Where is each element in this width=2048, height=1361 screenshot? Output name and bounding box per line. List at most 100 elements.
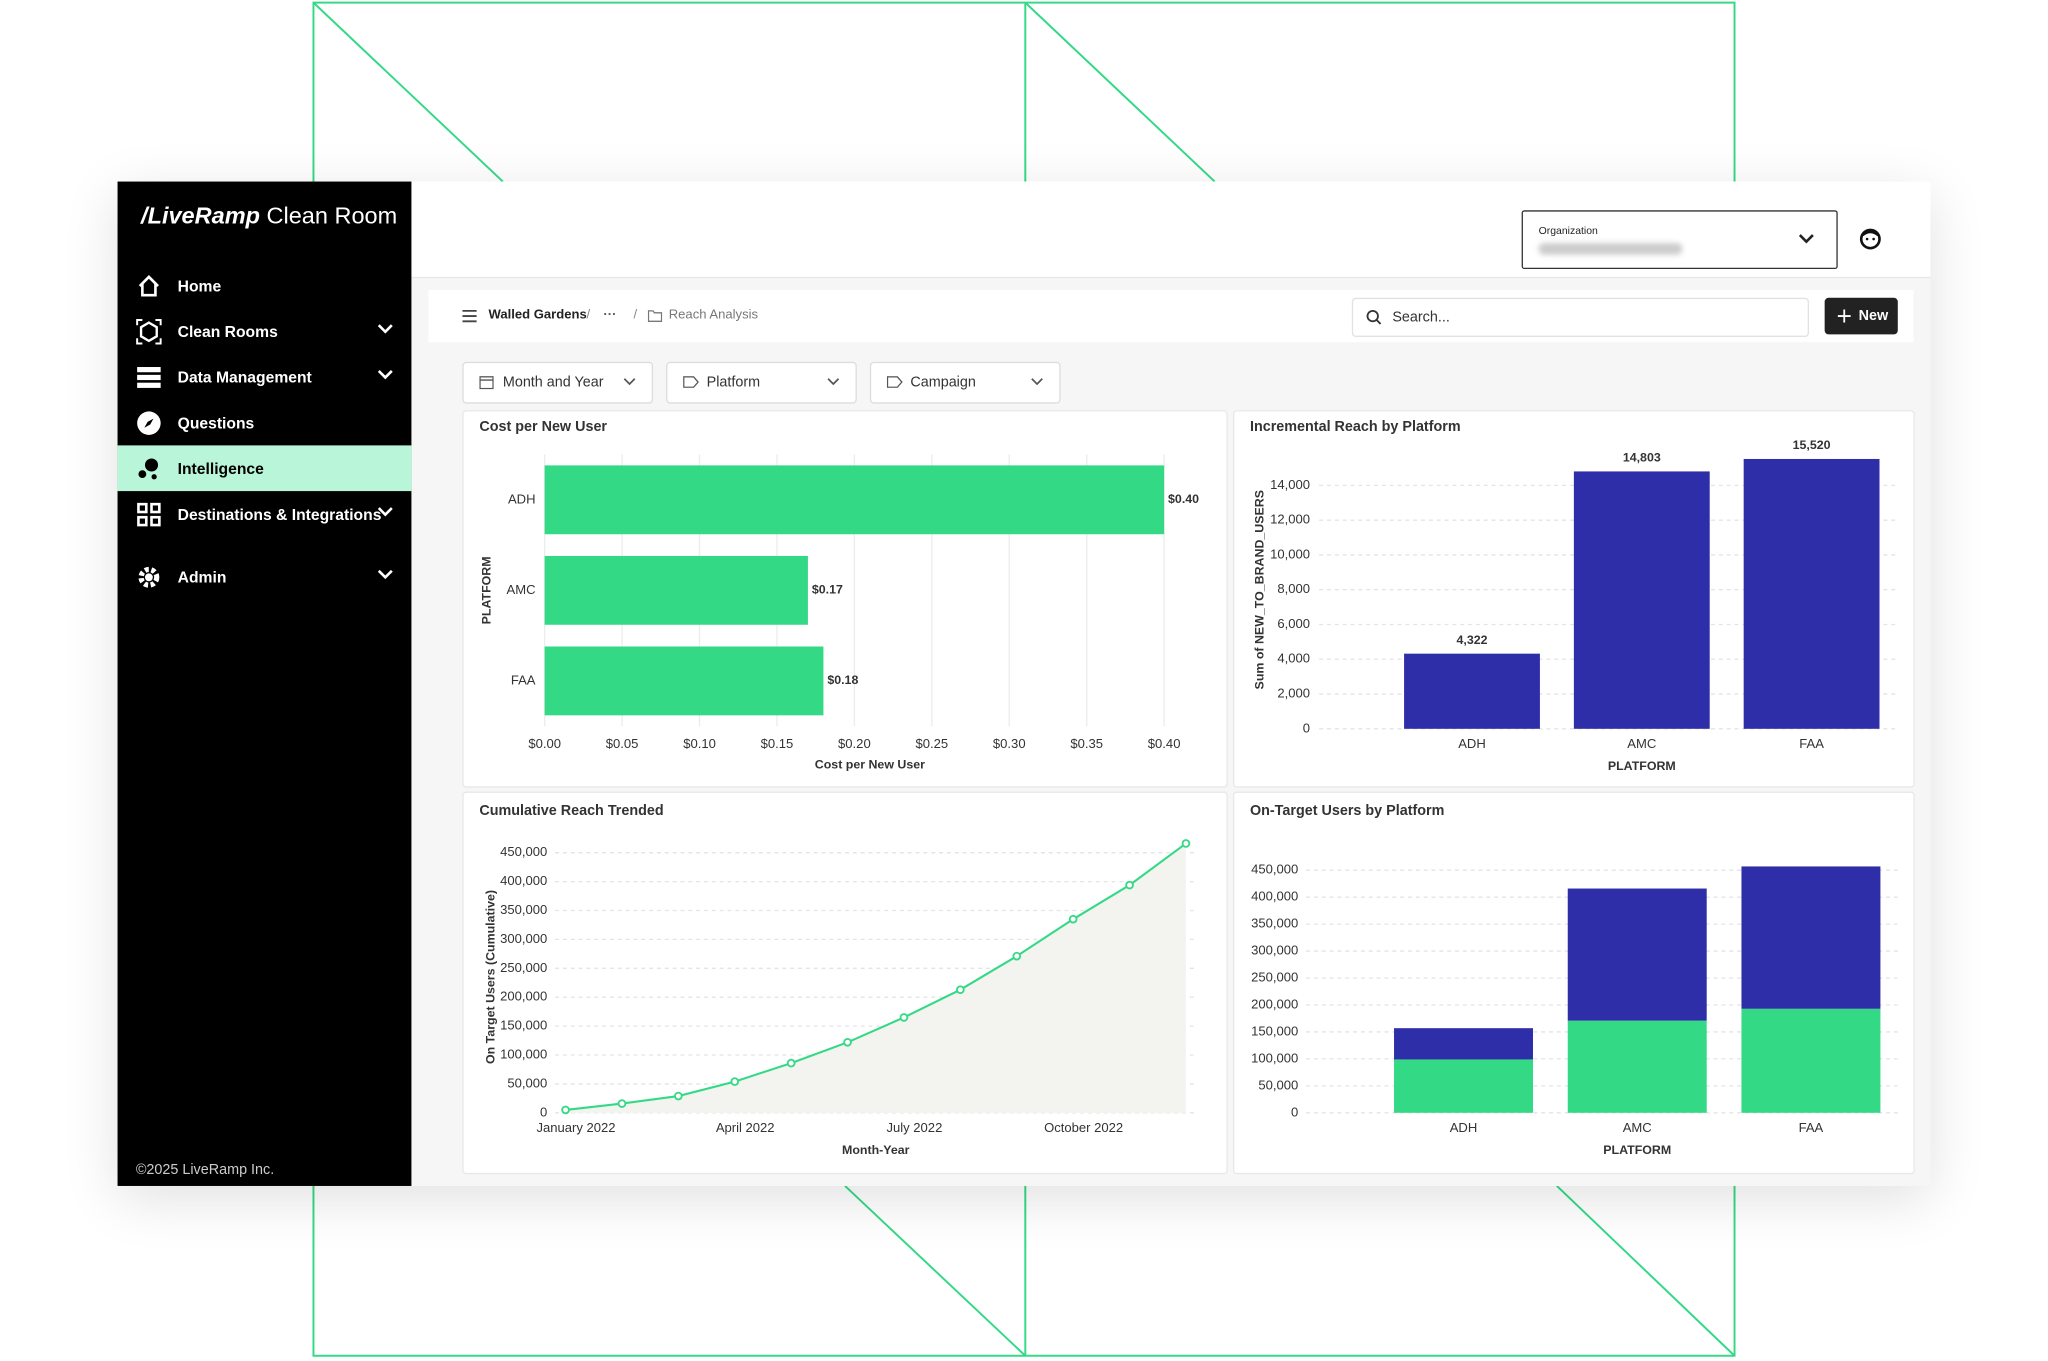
filter-dropdown[interactable]: Platform [666,361,857,404]
x-tick-label: $0.20 [838,736,871,751]
x-tick-label: $0.15 [761,736,794,751]
x-tick-label: FAA [1799,1120,1824,1135]
x-tick-label: $0.05 [606,736,639,751]
point [956,985,965,995]
y-tick-label: 400,000 [1251,889,1298,904]
y-tick-label: 450,000 [500,844,547,859]
data-label: $0.40 [1168,492,1199,506]
bar-segment [1741,1008,1881,1113]
nav-label: Admin [177,567,227,586]
sidebar: /LiveRamp Clean Room Home Clean Rooms Da… [117,181,412,1186]
x-tick-label: April 2022 [716,1120,775,1135]
chevron [623,378,636,386]
new-button[interactable]: New [1824,297,1898,335]
chevron [377,507,393,517]
data-label: $0.17 [812,583,843,597]
point [617,1099,627,1108]
bar [544,555,808,625]
x-tick-label: FAA [1799,736,1824,751]
bar-segment [1741,866,1881,1009]
logo: /LiveRamp Clean Room [141,202,397,229]
y-axis-label: On Target Users (Cumulative) [483,890,497,1064]
x-tick-label: $0.25 [915,736,948,751]
chevron [377,370,393,380]
x-axis-label: Cost per New User [815,758,925,772]
breadcrumb-item[interactable]: Reach Analysis [668,308,759,323]
search-placeholder: Search... [1392,309,1450,326]
bar [1573,471,1710,729]
filter-dropdown[interactable]: Campaign [869,361,1061,404]
y-tick-label: 200,000 [1251,996,1298,1011]
y-tick-label: 100,000 [1251,1050,1298,1065]
y-tick-label: 150,000 [1251,1023,1298,1038]
area [565,843,1186,1113]
search-box[interactable]: Search... [1351,297,1809,337]
breadcrumb-item[interactable]: ··· [603,308,617,323]
bar-segment [1394,1059,1533,1113]
point [730,1077,740,1086]
y-tick-label: 300,000 [1251,943,1298,958]
point [1125,880,1134,890]
icon [138,457,159,479]
nav-item[interactable]: Data Management [118,354,412,400]
data-label: 15,520 [1793,438,1831,452]
chart-title: On-Target Users by Platform [1250,803,1444,819]
bar [544,465,1165,535]
nav-item[interactable]: Clean Rooms [118,308,412,354]
filter-dropdown[interactable]: Month and Year [462,361,654,404]
breadcrumb-item[interactable]: Walled Gardens [488,308,587,323]
logo-product: Clean Room [266,202,398,229]
menu-icon[interactable] [462,309,477,323]
icon [136,318,162,344]
breadcrumb-separator: / [633,308,638,323]
y-tick-label: 0 [1303,720,1310,735]
x-tick-label: October 2022 [1044,1120,1123,1135]
copyright: ©2025 LiveRamp Inc. [135,1162,275,1179]
x-tick-label: $0.00 [528,736,561,751]
y-tick-label: 250,000 [500,960,547,975]
icon [137,502,161,526]
x-tick-label: AMC [1623,1120,1652,1135]
organization-name-blurred [1538,242,1683,255]
y-axis-label: Sum of NEW_TO_BRAND_USERS [1253,490,1267,689]
y-tick-label: 2,000 [1277,685,1310,700]
y-tick-label: 300,000 [500,931,547,946]
organization-select[interactable]: Organization [1521,210,1838,270]
chevron [827,378,840,386]
x-axis-label: Month-Year [842,1143,910,1157]
nav-label: Clean Rooms [177,321,278,341]
data-label: $0.18 [827,673,858,687]
x-axis-label: PLATFORM [1603,1143,1671,1157]
y-tick-label: AMC [507,582,536,597]
nav-item[interactable]: Destinations & Integrations [118,491,412,537]
y-tick-label: 350,000 [500,902,547,917]
nav-item[interactable]: Home [118,263,412,309]
y-tick-label: ADH [508,491,536,506]
x-tick-label: ADH [1458,736,1486,751]
line [565,842,1187,1111]
icon [137,410,161,435]
nav-label: Intelligence [177,459,264,478]
y-tick-label: 250,000 [1251,969,1298,984]
tag-icon [886,376,903,388]
filter-label: Month and Year [502,374,604,391]
chart-title: Incremental Reach by Platform [1250,419,1461,435]
x-tick-label: $0.40 [1148,736,1181,751]
bar-segment [1567,1020,1707,1113]
y-tick-label: 10,000 [1270,546,1310,561]
y-tick-label: 12,000 [1270,512,1310,527]
nav-item[interactable]: Questions [118,400,412,446]
y-tick-label: FAA [511,672,536,687]
y-tick-label: 100,000 [500,1046,547,1061]
point [561,1105,570,1115]
avatar[interactable] [1859,227,1883,251]
chevron [1798,234,1814,244]
filter-label: Campaign [910,374,976,391]
nav-item[interactable]: Admin [118,554,412,600]
icon [137,366,161,388]
y-tick-label: 8,000 [1277,581,1310,596]
search-icon [1366,309,1382,325]
nav-item-active[interactable]: Intelligence [117,445,412,492]
